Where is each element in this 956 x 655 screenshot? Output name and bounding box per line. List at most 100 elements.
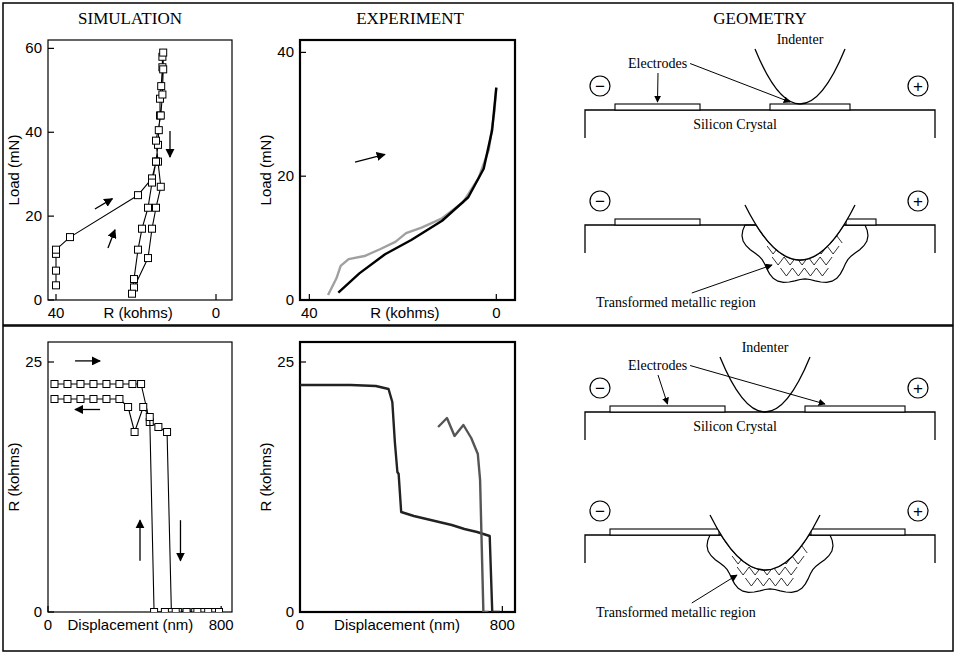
marker [135, 246, 142, 253]
marker [151, 609, 158, 613]
series-line [300, 385, 500, 612]
leader-arrow [692, 265, 772, 293]
marker [116, 381, 123, 388]
marker [160, 66, 167, 73]
region-hatch [780, 268, 828, 276]
series-line [438, 418, 488, 612]
electrode [805, 406, 905, 412]
y-tick-label: 25 [25, 353, 42, 370]
y-tick-label: 20 [25, 207, 42, 224]
marker [53, 246, 60, 253]
crystal-label: Silicon Crystal [693, 117, 777, 132]
y-tick [48, 48, 54, 49]
geometry-sketch: −+Silicon CrystalIndenterElectrodes [585, 32, 935, 138]
marker [160, 49, 167, 56]
marker [164, 429, 171, 436]
polarity-circle [908, 378, 928, 398]
marker [157, 112, 164, 119]
x-tick-label: 40 [301, 304, 318, 321]
chart: 0204060400R (kohms)Load (mN) [5, 39, 232, 321]
polarity-circle [908, 76, 928, 96]
direction-arrow [180, 520, 181, 561]
direction-arrow [169, 131, 170, 157]
electrodes-label: Electrodes [628, 358, 687, 373]
marker [216, 609, 223, 613]
marker [140, 404, 147, 411]
series-line [54, 384, 219, 612]
electrode [610, 406, 725, 412]
marker [145, 204, 152, 211]
indenter [745, 205, 855, 260]
marker [149, 225, 156, 232]
y-axis-title: R (kohms) [257, 442, 274, 511]
electrode [615, 219, 700, 225]
marker [158, 83, 165, 90]
y-tick-label: 40 [25, 123, 42, 140]
y-tick [48, 299, 54, 300]
panel-box [3, 3, 953, 325]
x-tick-label: 0 [44, 616, 52, 633]
marker [183, 609, 190, 613]
marker [146, 414, 153, 421]
electrode [846, 219, 876, 225]
column-header: EXPERIMENT [356, 9, 464, 28]
marker [145, 255, 152, 262]
x-tick [215, 294, 216, 300]
y-tick-label: 40 [277, 43, 294, 60]
y-tick-label: 0 [286, 603, 294, 620]
indenter [710, 515, 820, 570]
marker [194, 609, 201, 613]
polarity-circle [590, 191, 610, 211]
y-tick-label: 0 [286, 291, 294, 308]
column-header: SIMULATION [78, 9, 182, 28]
y-tick [48, 216, 54, 217]
region-label: Transformed metallic region [596, 605, 756, 620]
marker [53, 267, 60, 274]
marker [172, 609, 179, 613]
marker [155, 127, 162, 134]
x-axis-title: Displacement (nm) [334, 616, 460, 633]
marker [135, 192, 142, 199]
crystal-label: Silicon Crystal [693, 419, 777, 434]
electrode [610, 529, 719, 535]
polarity-circle [590, 378, 610, 398]
x-tick-label: 40 [48, 304, 65, 321]
y-axis-title: Load (mN) [257, 135, 274, 206]
polarity-sign: − [595, 502, 605, 521]
marker [125, 404, 132, 411]
region-hatch [745, 578, 793, 586]
series-group [328, 88, 496, 295]
direction-arrow [139, 520, 140, 561]
x-tick [502, 606, 503, 612]
geometry-sketch: −+Transformed metallic region [585, 501, 935, 620]
marker [153, 158, 160, 165]
x-axis-title: R (kohms) [104, 304, 173, 321]
marker [183, 609, 190, 613]
x-tick-label: 800 [490, 616, 515, 633]
polarity-circle [590, 501, 610, 521]
marker [51, 396, 58, 403]
marker [161, 609, 168, 613]
y-tick [300, 611, 306, 612]
leader-arrow [658, 375, 668, 404]
direction-arrow [95, 199, 112, 209]
x-tick-label: 800 [209, 616, 234, 633]
series-group [53, 49, 167, 297]
marker [159, 91, 166, 98]
y-tick [300, 52, 306, 53]
x-tick [309, 294, 310, 300]
leader-arrow [692, 575, 737, 603]
series-line [56, 53, 163, 294]
electrode [615, 104, 700, 110]
chart: 0250800Displacement (nm)R (kohms) [5, 342, 234, 633]
crystal [585, 412, 935, 440]
polarity-sign: − [595, 77, 605, 96]
x-tick-label: 0 [296, 616, 304, 633]
x-axis-title: Displacement (nm) [67, 616, 193, 633]
indenter-label: Indenter [777, 32, 824, 47]
marker [131, 276, 138, 283]
polarity-circle [908, 501, 928, 521]
crystal [585, 110, 935, 138]
x-tick [299, 606, 300, 612]
marker [129, 381, 136, 388]
